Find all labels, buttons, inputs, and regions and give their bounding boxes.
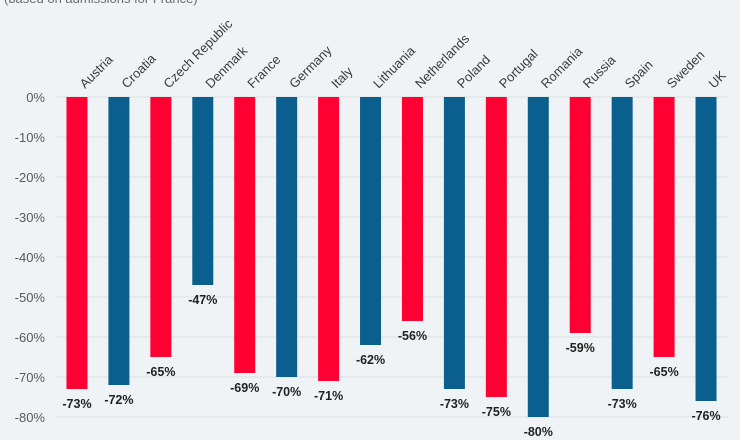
data-label: -65% [650,365,679,379]
bar [192,97,214,285]
x-category-label: Italy [328,63,356,91]
x-category-label: Austria [76,51,116,91]
bar [527,97,549,417]
bar [485,97,507,397]
x-category-label: UK [706,68,730,92]
bar [150,97,172,357]
x-category-label: Lithuania [370,43,418,91]
y-tick-label: -20% [15,170,46,185]
y-tick-label: -40% [15,250,46,265]
bar [695,97,717,401]
x-category-label: Croatia [118,50,159,91]
data-label: -80% [524,425,553,439]
x-category-label: Poland [454,52,493,91]
x-category-label: Czech Republic [160,16,235,91]
data-label: -73% [608,397,637,411]
x-category-label: Spain [622,57,656,91]
data-label: -65% [146,365,175,379]
bar [611,97,633,389]
y-tick-label: 0% [26,90,45,105]
bar [234,97,256,373]
x-category-label: Sweden [664,47,708,91]
data-label: -62% [356,353,385,367]
data-label: -76% [691,409,720,423]
y-tick-label: -30% [15,210,46,225]
bars [66,97,717,417]
data-label: -59% [566,341,595,355]
data-labels: -73% -72% -65% -47% -69% -70% -71% -62% -56% -73%… [62,293,720,439]
y-tick-label: -70% [15,370,46,385]
data-label: -47% [188,293,217,307]
data-label: -75% [482,405,511,419]
data-label: -72% [104,393,133,407]
x-category-label: France [244,52,283,91]
bar [276,97,298,377]
data-label: -70% [272,385,301,399]
y-axis-ticks: 0% -10% -20% -30% -40% -50% -60% -70% -80% [15,90,46,425]
data-label: -69% [230,381,259,395]
bar [360,97,382,345]
bar [569,97,591,333]
y-tick-label: -80% [15,410,46,425]
bar [443,97,465,389]
bar [108,97,130,385]
data-label: -71% [314,389,343,403]
y-tick-label: -50% [15,290,46,305]
x-category-label: Russia [580,52,619,91]
x-category-label: Romania [538,43,586,91]
data-label: -73% [440,397,469,411]
bar [66,97,88,389]
x-category-label: Portugal [496,46,541,91]
bar [401,97,423,321]
x-category-label: Germany [286,42,335,91]
y-tick-label: -10% [15,130,46,145]
y-tick-label: -60% [15,330,46,345]
chart-subtitle: (based on admissions for France) [4,0,198,6]
x-axis-categories: Austria Croatia Czech RepublicDenmarkFranc… [76,16,729,91]
data-label: -73% [62,397,91,411]
data-label: -56% [398,329,427,343]
bar [318,97,340,381]
bar [653,97,675,357]
